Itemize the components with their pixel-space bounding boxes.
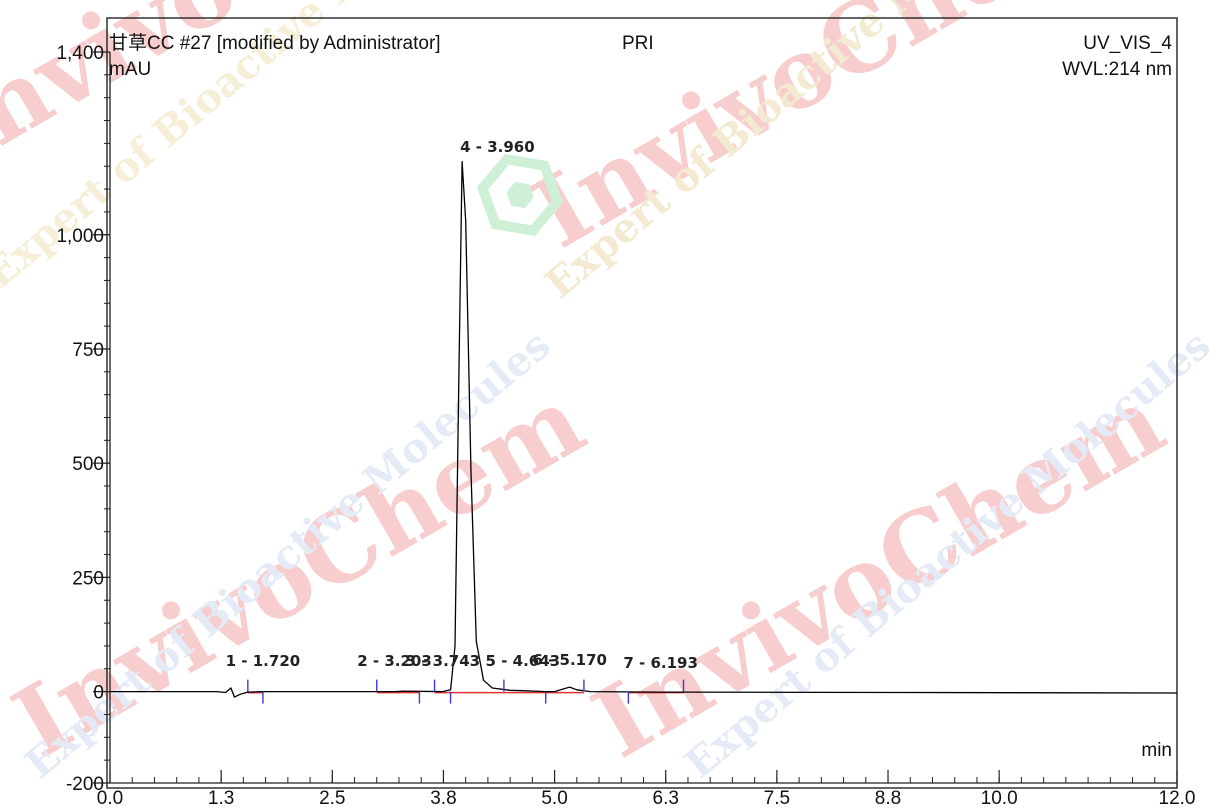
x-tick-label: 2.5 — [319, 788, 345, 809]
channel-name: UV_VIS_4 — [1083, 33, 1172, 54]
peak-boundary-markers — [247, 679, 685, 704]
sample-name: 甘草CC #27 [modified by Administrator] — [109, 32, 441, 54]
peak-label: 5 - 4.643 — [486, 652, 561, 670]
y-tick-label: 250 — [72, 568, 104, 589]
x-tick-label: 8.8 — [875, 788, 901, 809]
watermark-logo-icon — [476, 153, 564, 237]
y-axis-unit: mAU — [109, 59, 151, 80]
x-tick-label: 3.8 — [430, 788, 456, 809]
x-tick-label: 12.0 — [1159, 788, 1196, 809]
x-tick-label: 1.3 — [208, 788, 234, 809]
y-tick-label: 1,400 — [56, 43, 104, 64]
x-axis-unit: min — [1141, 740, 1172, 761]
peak-label: 2 - 3.203 — [357, 652, 432, 670]
x-tick-label: 6.3 — [653, 788, 679, 809]
trace — [110, 160, 1178, 698]
y-tick-label: 1,000 — [56, 226, 104, 247]
peak-label: 7 - 6.193 — [623, 654, 698, 672]
plot-frame — [106, 17, 1178, 789]
peak-label: 1 - 1.720 — [226, 652, 301, 670]
x-tick-label: 7.5 — [764, 788, 790, 809]
y-tick-label: 500 — [72, 454, 104, 475]
y-tick-label: -200 — [66, 774, 104, 795]
chromatogram-trace — [110, 160, 1178, 698]
y-tick-label: 0 — [93, 683, 104, 704]
peak-label: 6 - 5.170 — [532, 651, 607, 669]
wavelength: WVL:214 nm — [1062, 59, 1172, 80]
y-tick-label: 750 — [72, 340, 104, 361]
x-tick-label: 5.0 — [541, 788, 567, 809]
chromatogram-tag: PRI — [622, 33, 654, 54]
peak-label: 3 - 3.743 — [406, 652, 481, 670]
x-tick-label: 0.0 — [97, 788, 123, 809]
peak-label: 4 - 3.960 — [460, 138, 535, 156]
x-tick-label: 10.0 — [981, 788, 1018, 809]
